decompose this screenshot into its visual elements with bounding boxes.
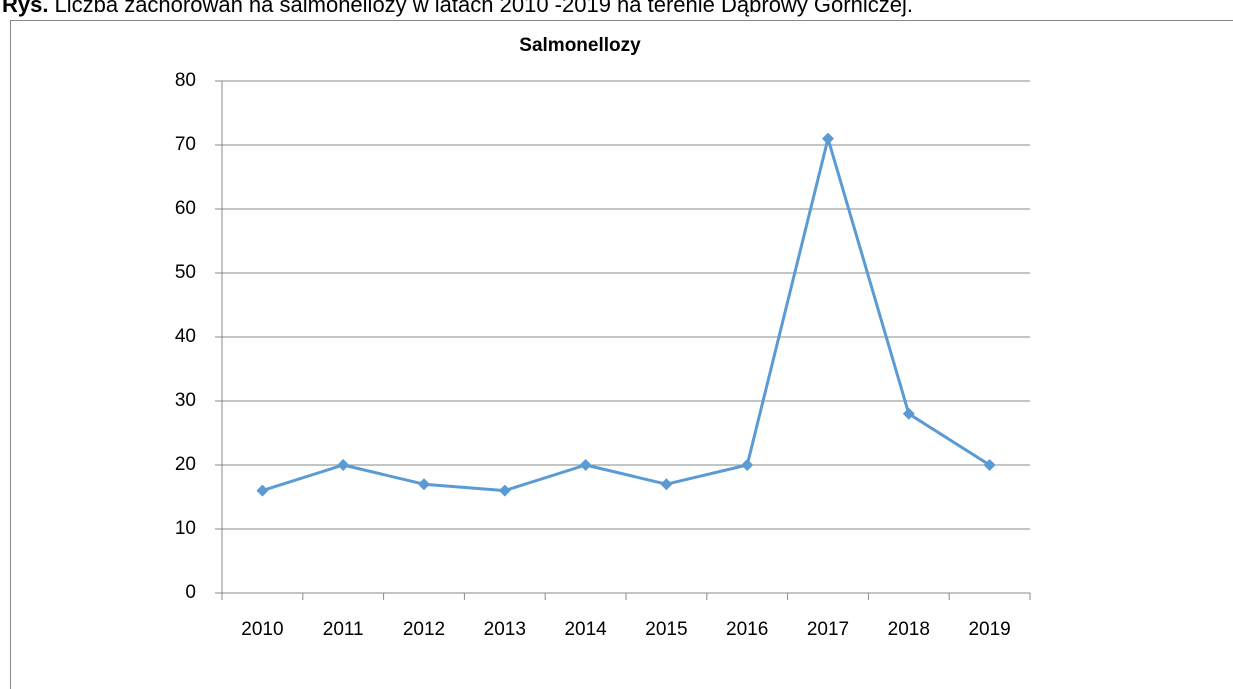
marker — [418, 478, 430, 491]
x-tick-label: 2019 — [968, 619, 1010, 640]
x-tick-label: 2012 — [403, 619, 445, 640]
marker — [902, 407, 915, 420]
y-tick-label: 60 — [175, 198, 196, 219]
x-tick-label: 2018 — [888, 619, 930, 640]
marker — [660, 478, 673, 491]
marker — [579, 459, 592, 471]
caption: Rys. Liczba zachorowań na salmonellozy w … — [2, 0, 913, 17]
x-tick-label: 2011 — [323, 619, 364, 640]
y-tick-label: 10 — [175, 518, 196, 539]
y-tick-label: 20 — [175, 454, 196, 475]
x-tick-label: 2010 — [241, 619, 283, 640]
x-tick-label: 2016 — [726, 619, 768, 640]
y-tick-label: 80 — [175, 70, 196, 91]
chart-border — [10, 20, 1233, 689]
y-tick-label: 40 — [175, 326, 196, 347]
y-tick-label: 0 — [185, 582, 196, 603]
chart-title: Salmonellozy — [519, 35, 641, 56]
marker — [337, 459, 350, 471]
marker — [256, 484, 269, 497]
x-tick-label: 2013 — [484, 619, 526, 640]
x-tick-label: 2015 — [645, 619, 687, 640]
caption-text: Liczba zachorowań na salmonellozy w lata… — [54, 0, 912, 17]
marker — [822, 132, 834, 145]
marker — [498, 484, 511, 497]
y-tick-label: 30 — [175, 390, 196, 411]
y-tick-label: 50 — [175, 262, 196, 283]
y-tick-label: 70 — [175, 134, 196, 155]
x-tick-label: 2014 — [564, 619, 607, 640]
caption-label: Rys. — [2, 0, 48, 17]
x-tick-label: 2017 — [807, 619, 849, 640]
marker — [983, 459, 996, 471]
series-line — [261, 137, 991, 493]
marker — [741, 459, 754, 471]
